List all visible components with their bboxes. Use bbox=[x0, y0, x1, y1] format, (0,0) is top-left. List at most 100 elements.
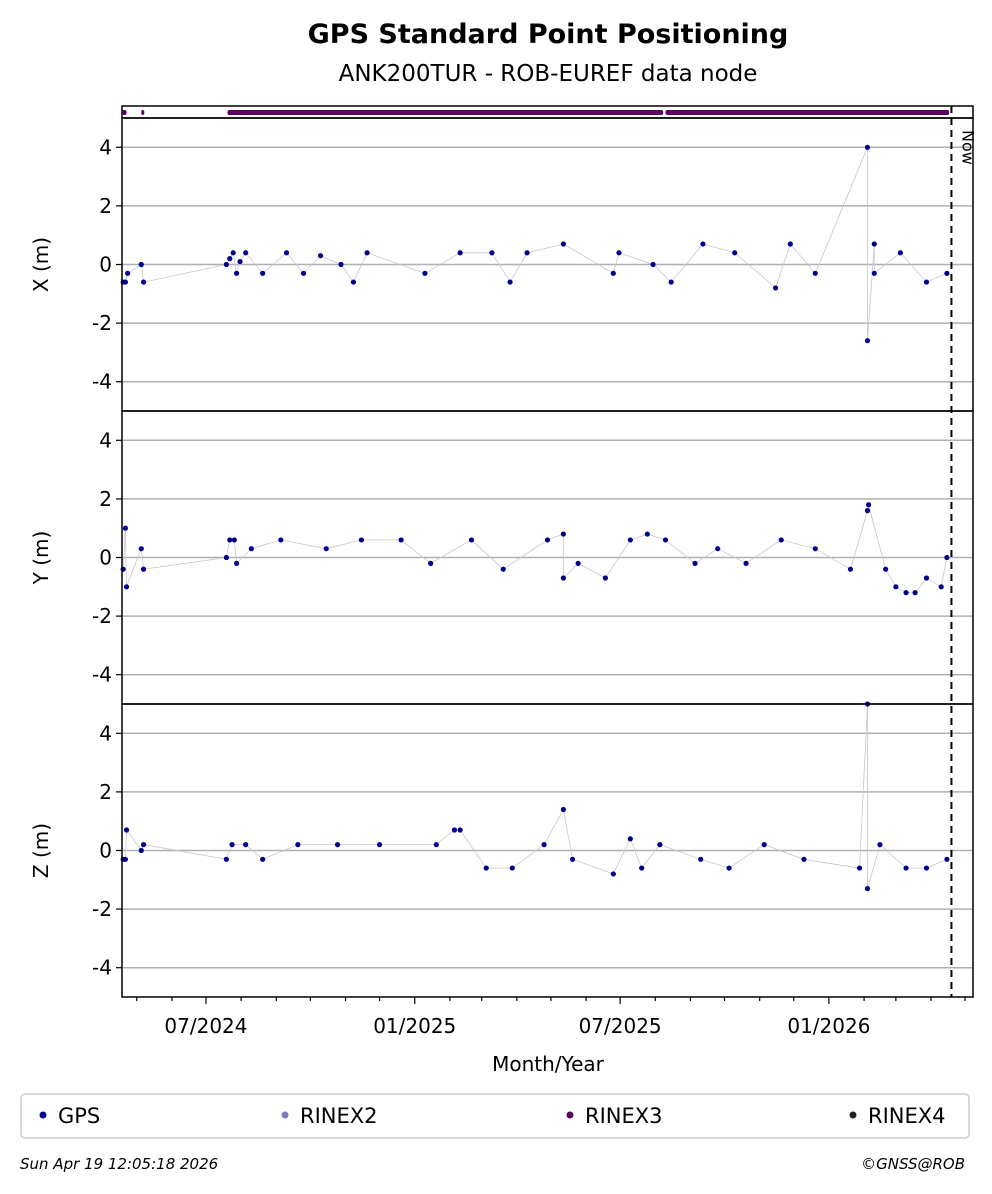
data-point bbox=[650, 261, 656, 268]
data-point bbox=[243, 250, 249, 256]
data-point bbox=[260, 856, 266, 862]
data-point bbox=[398, 537, 404, 543]
data-point bbox=[569, 856, 576, 862]
data-point bbox=[122, 279, 129, 285]
data-point bbox=[364, 250, 370, 256]
data-point bbox=[231, 537, 237, 543]
y-tick-label: -4 bbox=[92, 663, 112, 687]
footer-timestamp: Sun Apr 19 12:05:18 2026 bbox=[20, 1155, 218, 1173]
panel-frame bbox=[121, 703, 974, 998]
data-point bbox=[639, 865, 645, 871]
data-point bbox=[138, 261, 144, 268]
legend: GPS RINEX2 RINEX3 RINEX4 bbox=[20, 1093, 970, 1139]
panel-z: 4 2 0 -2 -4 Z (m) bbox=[29, 701, 974, 998]
y-axis-label: Y (m) bbox=[29, 531, 53, 586]
data-point bbox=[864, 508, 871, 514]
data-point bbox=[283, 250, 290, 256]
legend-label-gps: GPS bbox=[58, 1104, 100, 1128]
data-point bbox=[787, 241, 793, 247]
data-point bbox=[125, 270, 131, 276]
data-point bbox=[761, 842, 767, 848]
data-point bbox=[866, 502, 872, 508]
chart-title: GPS Standard Point Positioning bbox=[308, 19, 789, 50]
data-point bbox=[323, 546, 329, 552]
data-point bbox=[560, 575, 566, 581]
data-point bbox=[295, 842, 301, 848]
y-axis-label: Z (m) bbox=[29, 823, 53, 878]
data-point bbox=[560, 806, 566, 813]
chart-subtitle: ANK200TUR - ROB-EUREF data node bbox=[339, 61, 758, 87]
data-point bbox=[140, 842, 147, 848]
data-point bbox=[234, 270, 240, 276]
y-tick-label: 2 bbox=[99, 487, 112, 511]
y-tick-label: -4 bbox=[92, 956, 112, 980]
data-point bbox=[877, 842, 883, 848]
data-point bbox=[912, 590, 918, 596]
y-tick-label: -2 bbox=[92, 311, 112, 335]
data-point bbox=[541, 842, 547, 848]
data-point bbox=[610, 871, 616, 877]
rinex3-availability-segment bbox=[665, 110, 950, 115]
now-marker: Now bbox=[950, 106, 977, 997]
data-point bbox=[627, 836, 633, 842]
data-point bbox=[903, 590, 909, 596]
data-point bbox=[227, 537, 233, 543]
data-point bbox=[812, 270, 818, 276]
data-point bbox=[350, 279, 357, 285]
data-point bbox=[812, 546, 818, 552]
rinex-availability-strip bbox=[121, 105, 974, 119]
data-point bbox=[700, 241, 706, 247]
rinex3-availability-segment bbox=[122, 110, 127, 115]
data-point bbox=[903, 865, 909, 871]
data-point bbox=[489, 250, 495, 256]
data-point bbox=[864, 885, 871, 892]
data-point bbox=[229, 842, 235, 848]
rinex3-availability-segment bbox=[141, 110, 145, 115]
data-point bbox=[732, 250, 738, 256]
data-point bbox=[944, 856, 950, 862]
panel-y: 4 2 0 -2 -4 Y (m) bbox=[29, 410, 974, 705]
data-point bbox=[871, 241, 877, 247]
data-point bbox=[223, 261, 229, 268]
data-point bbox=[657, 842, 663, 848]
data-point bbox=[358, 537, 365, 543]
data-point bbox=[524, 250, 530, 256]
x-axis-label: Month/Year bbox=[492, 1052, 605, 1076]
y-tick-label: -2 bbox=[92, 604, 112, 628]
data-point bbox=[122, 856, 129, 862]
data-point bbox=[500, 566, 506, 572]
data-point bbox=[138, 847, 144, 854]
legend-marker-rinex4 bbox=[849, 1111, 857, 1119]
data-point bbox=[468, 537, 475, 543]
x-axis: 07/2024 01/2025 07/2025 01/2026 bbox=[136, 997, 966, 1038]
data-point bbox=[923, 575, 930, 581]
data-point bbox=[140, 566, 147, 572]
data-point bbox=[923, 279, 930, 285]
data-point bbox=[938, 584, 944, 590]
legend-marker-gps bbox=[39, 1111, 47, 1119]
x-tick-label: 07/2024 bbox=[164, 1014, 247, 1038]
data-point bbox=[864, 338, 871, 344]
data-point bbox=[376, 842, 383, 848]
legend-label-rinex4: RINEX4 bbox=[868, 1104, 946, 1128]
y-tick-label: 0 bbox=[99, 253, 112, 277]
data-point bbox=[715, 546, 721, 552]
x-tick-label: 01/2025 bbox=[373, 1014, 456, 1038]
data-point bbox=[923, 865, 930, 871]
x-tick-label: 01/2026 bbox=[787, 1014, 870, 1038]
data-point bbox=[223, 856, 229, 862]
data-point bbox=[227, 256, 233, 262]
y-tick-label: 4 bbox=[99, 721, 112, 745]
y-axis-label: X (m) bbox=[29, 237, 53, 292]
now-label: Now bbox=[958, 130, 977, 165]
data-point bbox=[726, 865, 732, 871]
data-point bbox=[778, 537, 784, 543]
data-point bbox=[300, 270, 307, 276]
data-point bbox=[122, 525, 129, 531]
data-point bbox=[893, 584, 899, 590]
data-point bbox=[944, 270, 950, 276]
data-point bbox=[897, 250, 903, 256]
y-tick-label: -4 bbox=[92, 370, 112, 394]
y-tick-label: 0 bbox=[99, 546, 112, 570]
data-point bbox=[248, 546, 254, 552]
